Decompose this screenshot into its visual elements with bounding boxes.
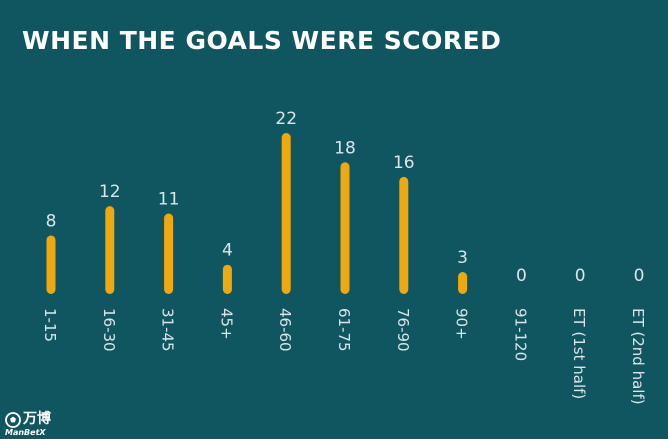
value-label: 22	[275, 109, 297, 129]
category-label: 31-45	[159, 308, 177, 352]
value-label: 4	[222, 241, 233, 261]
chart-title: WHEN THE GOALS WERE SCORED	[22, 26, 502, 55]
value-label: 18	[334, 138, 356, 158]
category-label: 90+	[453, 308, 471, 340]
value-label: 8	[46, 211, 57, 231]
value-label: 0	[634, 266, 645, 286]
category-label: 16-30	[100, 308, 118, 352]
bar-1-15	[46, 235, 56, 294]
category-label: ET (2nd half)	[629, 308, 647, 405]
category-label: 76-90	[394, 308, 412, 352]
bar-76-90	[399, 176, 409, 294]
value-label: 0	[575, 266, 586, 286]
value-label: 12	[99, 182, 121, 202]
value-label: 11	[158, 190, 180, 210]
value-label: 3	[457, 248, 468, 268]
watermark-english: ManBetX	[5, 428, 46, 437]
category-label: ET (1st half)	[570, 308, 588, 399]
category-label: 45+	[217, 308, 235, 340]
category-label: 91-120	[511, 308, 529, 361]
value-label: 16	[393, 153, 415, 173]
value-label: 0	[516, 266, 527, 286]
watermark-chinese: 万博	[23, 411, 51, 427]
category-label: 61-75	[335, 308, 353, 352]
category-label-group: 1-15 16-30 31-45 45+ 46-60 61-75 76-90 90+ 91-12…	[41, 308, 647, 405]
bar-45	[222, 264, 232, 294]
bar-61-75	[340, 162, 350, 294]
value-label-group: 8 12 11 4 22 18 16 3 0 0 0	[46, 109, 645, 286]
watermark: 万博 ManBetX	[5, 410, 65, 438]
bar-group	[46, 133, 468, 294]
soccer-ball-icon	[5, 412, 21, 428]
category-label: 46-60	[276, 308, 294, 352]
bar-31-45	[164, 213, 174, 294]
bar-90	[458, 272, 468, 294]
bar-46-60	[281, 133, 291, 294]
category-label: 1-15	[41, 308, 59, 342]
bar-16-30	[105, 206, 115, 294]
